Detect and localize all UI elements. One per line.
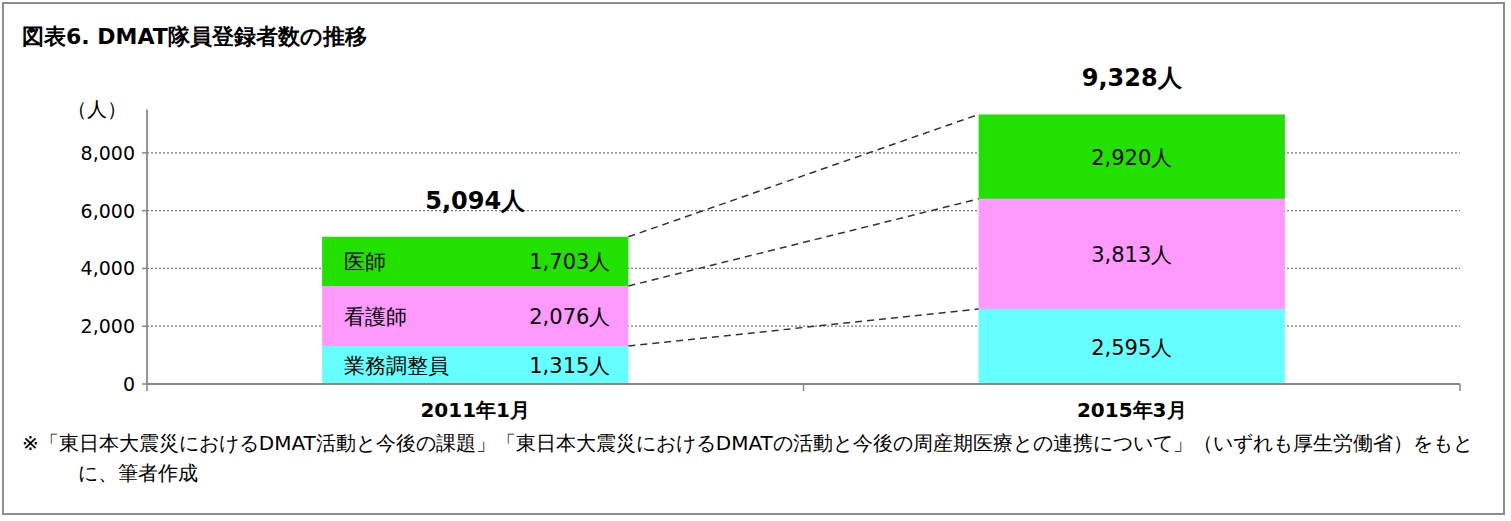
y-tick-label: 0 [123, 373, 135, 395]
y-tick-label: 4,000 [81, 257, 135, 279]
data-labels: 業務調整員 1,315人 2,595人 看護師 2,076人 3,813人 医師 1,703人… [344, 64, 1183, 378]
x-tick-label: 2011年1月 [420, 398, 530, 422]
total-label: 9,328人 [1082, 64, 1183, 92]
connector [628, 309, 978, 346]
y-tick-label: 6,000 [81, 200, 135, 222]
bar [322, 237, 628, 286]
x-tick [146, 384, 148, 391]
source-note: ※「東日本大震災におけるDMAT活動と今後の課題」「東日本大震災におけるDMAT… [22, 428, 1492, 488]
total-label: 5,094人 [425, 187, 526, 215]
x-tick [803, 384, 805, 391]
x-tick [1459, 384, 1461, 391]
y-tick-label: 2,000 [81, 315, 135, 337]
title: 図表6. DMAT隊員登録者数の推移 [22, 24, 367, 49]
y-axis [146, 110, 148, 385]
bar [979, 309, 1285, 384]
data-label: 2,920人 [1091, 146, 1172, 170]
data-label: 1,315人 [529, 354, 610, 378]
connector [628, 199, 978, 286]
y-axis-label: （人） [67, 97, 127, 121]
data-label: 3,813人 [1091, 243, 1172, 267]
series-name: 看護師 [344, 305, 407, 329]
connector [628, 114, 978, 236]
bar [979, 114, 1285, 198]
y-tick-label: 8,000 [81, 142, 135, 164]
series-name: 業務調整員 [344, 354, 449, 378]
data-label: 2,595人 [1091, 336, 1172, 360]
plot-area [322, 114, 1285, 384]
bar [322, 286, 628, 346]
data-label: 2,076人 [529, 305, 610, 329]
data-label: 1,703人 [529, 250, 610, 274]
x-tick-label: 2015年3月 [1077, 398, 1187, 422]
series-name: 医師 [344, 250, 386, 274]
bar [322, 346, 628, 384]
bar [979, 199, 1285, 309]
